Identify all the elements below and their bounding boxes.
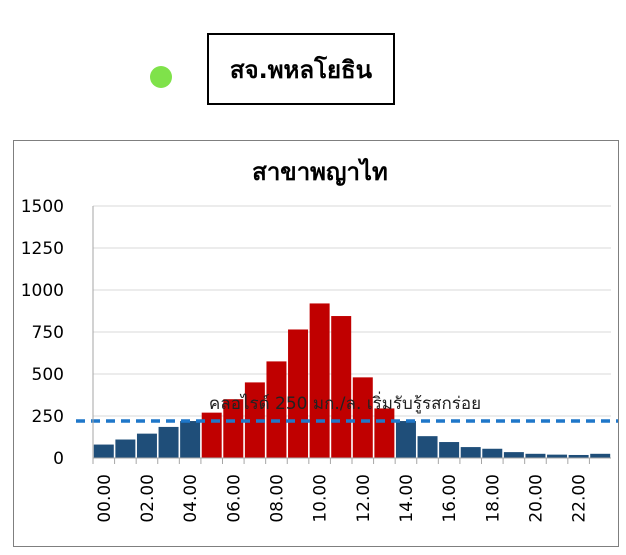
- bar: [201, 412, 222, 458]
- chart-title: สาขาพญาไท: [252, 157, 388, 186]
- bar: [439, 442, 460, 458]
- threshold-label: คลอไรด์ 250 มก./ล. เริ่มรับรู้รสกร่อย: [209, 391, 481, 414]
- y-tick-label: 1000: [21, 281, 64, 301]
- bar: [244, 382, 265, 458]
- bar: [158, 426, 179, 458]
- y-tick-label: 0: [53, 449, 64, 469]
- bar: [93, 444, 114, 458]
- bar: [395, 421, 416, 458]
- bar: [525, 453, 546, 458]
- bar: [331, 316, 352, 458]
- x-tick-label: 20.00: [526, 474, 546, 523]
- bar: [374, 408, 395, 458]
- x-tick-label: 16.00: [440, 474, 460, 523]
- station-label-box: สจ.พหลโยธิน: [207, 33, 395, 105]
- x-tick-label: 18.00: [483, 474, 503, 523]
- bar: [460, 447, 481, 458]
- x-tick-label: 08.00: [267, 474, 287, 523]
- x-tick-label: 12.00: [354, 474, 374, 523]
- bar: [180, 421, 201, 458]
- bar: [266, 361, 287, 458]
- bar: [223, 399, 244, 458]
- x-tick-label: 04.00: [181, 474, 201, 523]
- bar: [136, 433, 157, 458]
- legend-dot: [150, 66, 172, 88]
- bar: [288, 329, 309, 458]
- chart-frame: [13, 140, 619, 547]
- bar: [417, 436, 438, 458]
- y-tick-label: 750: [32, 323, 64, 343]
- x-tick-label: 00.00: [95, 474, 115, 523]
- y-tick-label: 1250: [21, 239, 64, 259]
- x-tick-label: 22.00: [570, 474, 590, 523]
- bar: [115, 439, 136, 458]
- bar: [503, 452, 524, 458]
- station-label: สจ.พหลโยธิน: [229, 55, 373, 84]
- y-tick-label: 500: [32, 365, 64, 385]
- y-tick-label: 250: [32, 407, 64, 427]
- y-tick-label: 1500: [21, 197, 64, 217]
- x-tick-label: 10.00: [311, 474, 331, 523]
- bar: [482, 448, 503, 458]
- bar: [309, 303, 330, 458]
- x-tick-label: 06.00: [224, 474, 244, 523]
- x-tick-label: 02.00: [138, 474, 158, 523]
- bar: [547, 454, 568, 458]
- bar: [590, 453, 611, 458]
- x-tick-label: 14.00: [397, 474, 417, 523]
- bar: [352, 377, 373, 458]
- bar: [568, 454, 589, 458]
